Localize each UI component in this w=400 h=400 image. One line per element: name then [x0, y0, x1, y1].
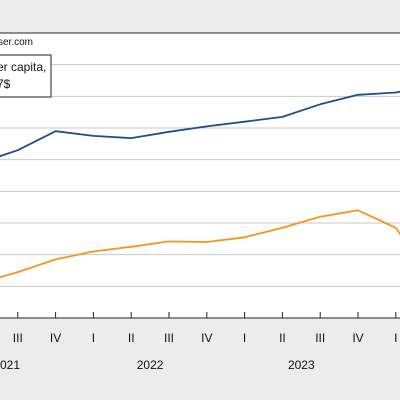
- legend-line-2: 7$: [0, 77, 11, 91]
- year-label: 021: [0, 358, 20, 372]
- legend-box: [0, 54, 52, 98]
- legend: er capita, 7$: [0, 54, 52, 98]
- source-label: ser.com: [0, 37, 33, 48]
- x-tick-label: II: [128, 331, 135, 345]
- x-tick-label: III: [315, 331, 325, 345]
- series-line-2: [0, 209, 400, 279]
- x-tick-label: I: [92, 331, 95, 345]
- x-tick-label: I: [394, 331, 397, 345]
- x-tick-label: IV: [352, 331, 363, 345]
- year-label: 2023: [288, 358, 315, 372]
- plot-frame: [0, 32, 400, 319]
- x-tick-label: I: [243, 331, 246, 345]
- x-tick-label: II: [279, 331, 286, 345]
- plot-area: [0, 33, 400, 318]
- series-line-1: [0, 90, 400, 158]
- series-lines: [0, 90, 400, 279]
- year-label: 2022: [137, 358, 164, 372]
- x-tick-label: III: [164, 331, 174, 345]
- x-tick-label: III: [13, 331, 23, 345]
- x-tick-label: IV: [201, 331, 212, 345]
- x-tick-label: IV: [50, 331, 61, 345]
- legend-line-1: er capita,: [0, 60, 46, 74]
